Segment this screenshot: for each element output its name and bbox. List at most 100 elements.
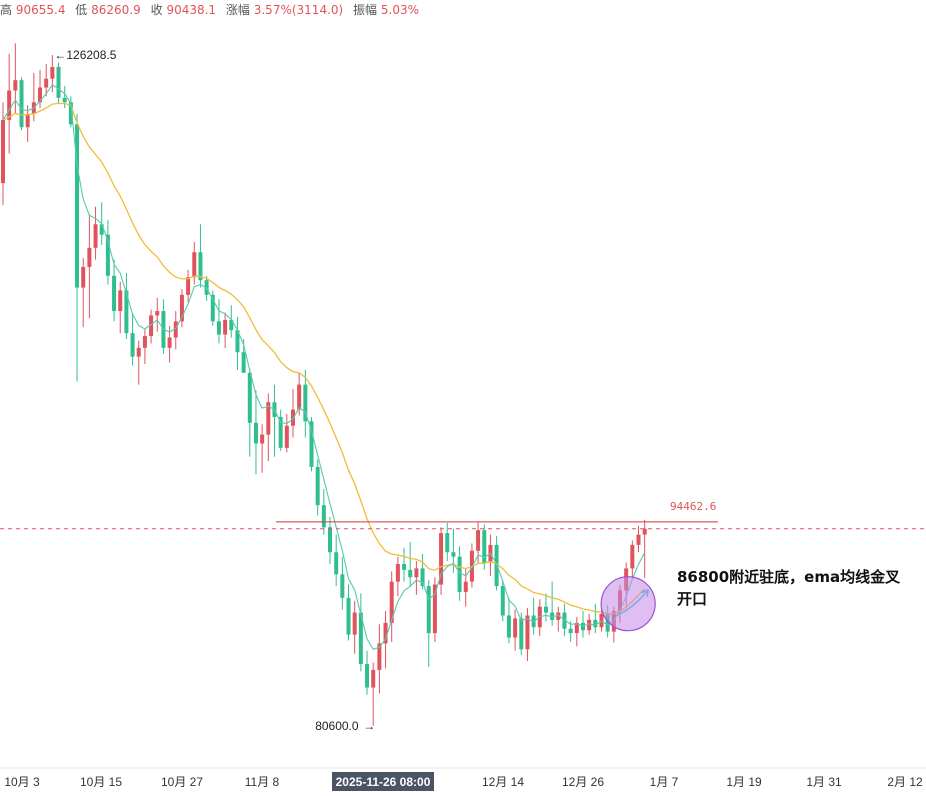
candle-body bbox=[290, 409, 295, 426]
candle-body bbox=[476, 530, 481, 551]
low-label: 低 bbox=[75, 3, 88, 17]
candle-body bbox=[192, 252, 197, 278]
candle-body bbox=[593, 619, 598, 628]
candle-body bbox=[7, 90, 12, 120]
candle-body bbox=[68, 102, 73, 125]
change-value: 3.57%(3114.0) bbox=[253, 3, 344, 17]
x-tick-label: 2月 12 bbox=[887, 775, 923, 789]
candle-body bbox=[284, 425, 289, 448]
candle-body bbox=[321, 505, 326, 528]
candle-body bbox=[383, 622, 388, 644]
resistance-label: 94462.6 bbox=[670, 500, 716, 513]
candle-body bbox=[352, 612, 357, 635]
candle-body bbox=[389, 581, 394, 623]
candle-body bbox=[525, 615, 530, 650]
x-tick-label: 12月 26 bbox=[562, 775, 604, 789]
candle-body bbox=[186, 277, 191, 295]
amplitude-value: 5.03% bbox=[380, 3, 420, 17]
candle-body bbox=[482, 530, 487, 563]
candle-body bbox=[118, 290, 123, 312]
highlight-circle bbox=[600, 576, 656, 632]
candle-body bbox=[297, 384, 302, 410]
candle-body bbox=[136, 347, 141, 357]
candle-body bbox=[173, 321, 178, 338]
candle-body bbox=[44, 78, 49, 88]
ema-fast-line bbox=[2, 83, 646, 650]
candle-body bbox=[587, 619, 592, 631]
candle-body bbox=[451, 552, 456, 557]
candle-body bbox=[642, 528, 647, 535]
x-tick-label: 12月 14 bbox=[482, 775, 524, 789]
candle-body bbox=[365, 664, 370, 688]
x-tick-label: 1月 19 bbox=[726, 775, 762, 789]
candle-body bbox=[235, 330, 240, 353]
candle-body bbox=[605, 614, 610, 632]
candle-body bbox=[408, 569, 413, 578]
candle-body bbox=[303, 384, 308, 422]
candle-body bbox=[513, 618, 518, 638]
candle-body bbox=[556, 612, 561, 620]
candle-body bbox=[463, 581, 468, 592]
candle-body bbox=[210, 294, 215, 322]
candle-body bbox=[457, 556, 462, 592]
x-tick-label: 10月 27 bbox=[161, 775, 203, 789]
annotation-line-2: 开口 bbox=[677, 590, 707, 608]
candle-body bbox=[315, 466, 320, 506]
candle-body bbox=[216, 321, 221, 335]
candle-body bbox=[599, 614, 604, 628]
candle-body bbox=[112, 275, 117, 312]
candle-body bbox=[334, 552, 339, 575]
candle-body bbox=[432, 584, 437, 634]
candle-body bbox=[506, 615, 511, 638]
crosshair-time-badge bbox=[332, 772, 434, 791]
candle-body bbox=[75, 124, 80, 288]
candle-body bbox=[328, 527, 333, 553]
ema-slow-line bbox=[2, 102, 646, 615]
candle-body bbox=[149, 315, 154, 337]
candle-body bbox=[167, 337, 172, 348]
candle-body bbox=[630, 544, 635, 569]
candle-body bbox=[247, 372, 252, 423]
candle-body bbox=[439, 533, 444, 585]
candle-body bbox=[198, 252, 203, 281]
candle-body bbox=[574, 622, 579, 634]
min-price-arrow: → bbox=[363, 719, 375, 733]
candle-body bbox=[142, 336, 147, 348]
crosshair-time-label: 2025-11-26 08:00 bbox=[336, 775, 431, 789]
candle-body bbox=[56, 66, 61, 98]
close-label: 收 bbox=[150, 3, 163, 17]
candle-body bbox=[1, 119, 5, 184]
candle-body bbox=[81, 266, 86, 288]
candle-body bbox=[13, 80, 18, 91]
candle-body bbox=[50, 66, 55, 79]
candle-body bbox=[253, 422, 258, 444]
ema-cross-arrow bbox=[615, 589, 649, 617]
candle-body bbox=[580, 622, 585, 631]
candle-body bbox=[155, 311, 160, 316]
max-price-label: 126208.5 bbox=[66, 48, 116, 62]
candle-body bbox=[25, 114, 30, 128]
candle-body bbox=[124, 290, 129, 334]
candle-body bbox=[62, 97, 67, 103]
candle-body bbox=[420, 568, 425, 587]
x-tick-label: 1月 7 bbox=[650, 775, 679, 789]
candle-body bbox=[99, 224, 104, 235]
high-label: 高 bbox=[0, 3, 13, 17]
candle-body bbox=[260, 434, 265, 444]
candle-body bbox=[371, 669, 376, 688]
candle-body bbox=[426, 586, 431, 634]
candle-body bbox=[543, 606, 548, 613]
candle-body bbox=[229, 319, 234, 331]
x-tick-label: 10月 3 bbox=[4, 775, 40, 789]
candle-body bbox=[105, 234, 110, 276]
candle-body bbox=[500, 586, 505, 616]
high-value: 90655.4 bbox=[15, 3, 66, 17]
x-axis-ticks: 10月 3 10月 15 10月 27 11月 8 12月 14 12月 26 1月 7 1月… bbox=[4, 775, 923, 789]
candle-body bbox=[395, 564, 400, 582]
candle-body bbox=[377, 643, 382, 670]
candle-body bbox=[346, 597, 351, 635]
candle-body bbox=[278, 416, 283, 448]
x-tick-label: 11月 8 bbox=[245, 775, 280, 789]
price-info-bar: 高 90655.4 低 86260.9 收 90438.1 涨幅 3.57%(3… bbox=[0, 1, 425, 18]
